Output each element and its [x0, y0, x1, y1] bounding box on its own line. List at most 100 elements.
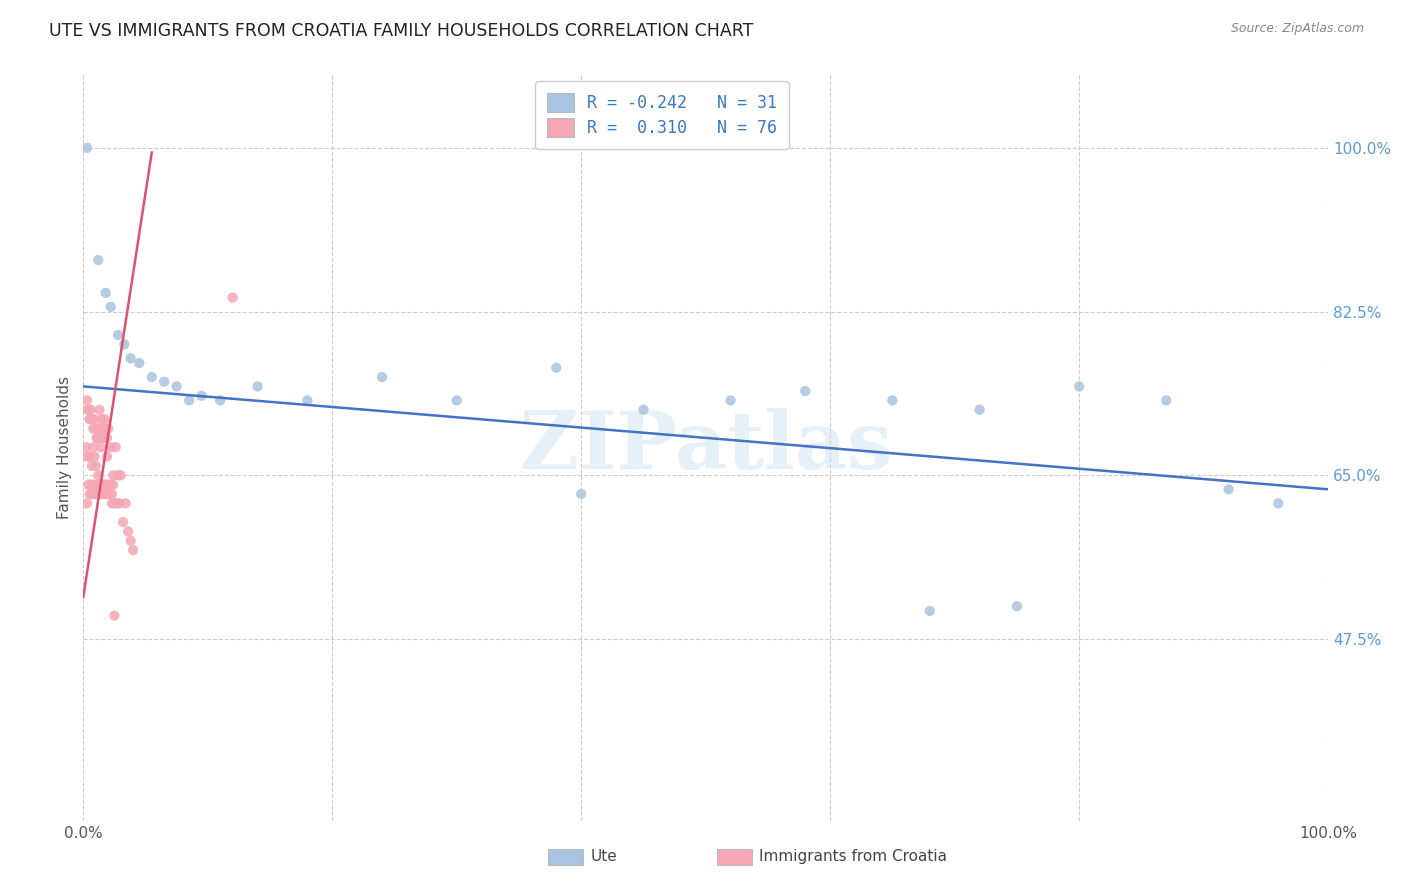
Point [882, 393, 904, 408]
Point [112, 515, 135, 529]
Point [107, 468, 129, 483]
Point [86, 487, 108, 501]
Point [1005, 599, 1028, 614]
Point [100, 477, 122, 491]
Point [546, 360, 568, 375]
Point [246, 379, 269, 393]
Point [83, 412, 105, 426]
Point [96, 431, 118, 445]
Point [87, 477, 110, 491]
Point [107, 328, 129, 343]
Y-axis label: Family Households: Family Households [58, 376, 72, 519]
Point [91, 477, 114, 491]
Point [96, 450, 118, 464]
Point [101, 487, 124, 501]
Point [82, 477, 104, 491]
Point [114, 496, 136, 510]
Point [98, 477, 121, 491]
Point [80, 477, 103, 491]
Point [75, 440, 97, 454]
Point [100, 300, 122, 314]
Point [153, 375, 176, 389]
Point [221, 291, 243, 305]
Point [82, 440, 104, 454]
Point [93, 487, 115, 501]
Point [94, 285, 117, 300]
Point [80, 402, 103, 417]
Point [84, 421, 107, 435]
Point [83, 487, 105, 501]
Point [1069, 379, 1091, 393]
Text: Ute: Ute [591, 849, 617, 864]
Point [141, 370, 163, 384]
Point [633, 402, 655, 417]
Point [84, 458, 107, 473]
Point [79, 450, 101, 464]
Point [77, 402, 100, 417]
Point [794, 384, 817, 398]
Point [103, 608, 125, 623]
Point [297, 393, 319, 408]
Point [112, 337, 135, 351]
Point [98, 487, 121, 501]
Point [89, 487, 111, 501]
Point [97, 487, 120, 501]
Point [97, 477, 120, 491]
Point [87, 421, 110, 435]
Point [101, 468, 124, 483]
Point [86, 431, 108, 445]
Point [87, 253, 110, 268]
Point [83, 450, 105, 464]
Point [122, 543, 145, 558]
Point [90, 421, 112, 435]
Point [86, 431, 108, 445]
Point [128, 356, 150, 370]
Point [91, 487, 114, 501]
Point [80, 487, 103, 501]
Text: Source: ZipAtlas.com: Source: ZipAtlas.com [1230, 22, 1364, 36]
Point [89, 431, 111, 445]
Point [82, 421, 104, 435]
Point [371, 370, 394, 384]
Point [80, 458, 103, 473]
Point [101, 496, 124, 510]
Point [1267, 496, 1289, 510]
Point [76, 141, 98, 155]
Point [105, 496, 128, 510]
Point [104, 440, 127, 454]
Point [1156, 393, 1178, 408]
Text: UTE VS IMMIGRANTS FROM CROATIA FAMILY HOUSEHOLDS CORRELATION CHART: UTE VS IMMIGRANTS FROM CROATIA FAMILY HO… [49, 22, 754, 40]
Point [969, 402, 991, 417]
Point [79, 412, 101, 426]
Point [446, 393, 468, 408]
Point [91, 431, 114, 445]
Point [79, 487, 101, 501]
Point [120, 351, 142, 366]
Point [209, 393, 232, 408]
Point [76, 496, 98, 510]
Point [90, 477, 112, 491]
Point [918, 604, 941, 618]
Point [94, 421, 117, 435]
Point [100, 440, 122, 454]
Point [101, 477, 124, 491]
Point [93, 431, 115, 445]
Text: Immigrants from Croatia: Immigrants from Croatia [759, 849, 948, 864]
Point [103, 496, 125, 510]
Point [190, 389, 212, 403]
Point [90, 440, 112, 454]
Point [94, 487, 117, 501]
Point [80, 412, 103, 426]
Point [77, 477, 100, 491]
Text: ZIPatlas: ZIPatlas [520, 409, 891, 486]
Point [91, 412, 114, 426]
Point [93, 412, 115, 426]
Point [110, 468, 132, 483]
Point [76, 450, 98, 464]
Legend: R = -0.242   N = 31, R =  0.310   N = 76: R = -0.242 N = 31, R = 0.310 N = 76 [536, 81, 789, 149]
Point [108, 496, 131, 510]
Point [80, 412, 103, 426]
Point [117, 524, 139, 539]
Point [1218, 483, 1240, 497]
Point [96, 487, 118, 501]
